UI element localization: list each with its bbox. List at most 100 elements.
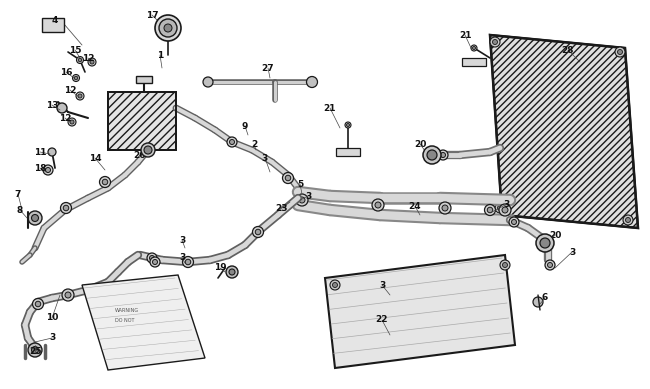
Circle shape (48, 148, 56, 156)
Circle shape (74, 76, 78, 80)
Text: DO NOT: DO NOT (115, 317, 135, 322)
Circle shape (502, 207, 508, 213)
Circle shape (618, 49, 623, 54)
Text: 3: 3 (379, 280, 385, 289)
Circle shape (545, 260, 555, 270)
Text: 22: 22 (376, 315, 388, 324)
Circle shape (77, 56, 83, 63)
Circle shape (73, 75, 79, 82)
Text: 3: 3 (179, 254, 185, 263)
Circle shape (512, 219, 517, 224)
Circle shape (144, 146, 152, 154)
Circle shape (78, 94, 82, 98)
Circle shape (615, 47, 625, 57)
Text: 20: 20 (414, 140, 426, 149)
Circle shape (333, 282, 337, 287)
Circle shape (536, 234, 554, 252)
Bar (462, 58, 486, 66)
Circle shape (65, 292, 71, 298)
Circle shape (533, 297, 543, 307)
Text: 14: 14 (88, 154, 101, 163)
Circle shape (442, 205, 448, 211)
Circle shape (255, 229, 261, 235)
Circle shape (32, 298, 44, 310)
Circle shape (150, 257, 160, 267)
Circle shape (299, 197, 305, 203)
Circle shape (31, 214, 38, 221)
Circle shape (183, 256, 194, 268)
Circle shape (43, 165, 53, 175)
Text: 25: 25 (29, 347, 41, 356)
Circle shape (226, 266, 238, 278)
Text: 3: 3 (179, 235, 185, 245)
Circle shape (229, 140, 235, 144)
Text: 8: 8 (17, 205, 23, 214)
Polygon shape (490, 35, 638, 228)
Circle shape (28, 343, 42, 357)
Text: 27: 27 (262, 63, 274, 72)
Text: 23: 23 (276, 203, 288, 212)
Circle shape (46, 168, 51, 172)
Circle shape (427, 150, 437, 160)
Text: 3: 3 (504, 200, 510, 209)
Circle shape (78, 58, 82, 62)
Text: 11: 11 (34, 147, 46, 156)
Text: WARNING: WARNING (115, 307, 139, 312)
Text: 3: 3 (305, 191, 311, 200)
Circle shape (497, 205, 502, 210)
Circle shape (375, 202, 381, 208)
Circle shape (490, 37, 500, 47)
Bar (42, 18, 64, 32)
Text: 12: 12 (82, 54, 94, 63)
Circle shape (70, 120, 74, 124)
Circle shape (203, 77, 213, 87)
Circle shape (502, 263, 508, 268)
Text: 28: 28 (562, 46, 574, 54)
Circle shape (141, 143, 155, 157)
Circle shape (372, 199, 384, 211)
Text: 9: 9 (242, 121, 248, 130)
Bar (336, 148, 360, 156)
Circle shape (147, 253, 157, 263)
Circle shape (153, 259, 157, 265)
Polygon shape (325, 255, 515, 368)
Circle shape (495, 203, 505, 213)
Text: 10: 10 (46, 314, 58, 322)
Text: 12: 12 (64, 86, 76, 95)
Circle shape (540, 238, 550, 248)
Circle shape (471, 45, 477, 51)
Circle shape (488, 207, 493, 213)
Circle shape (63, 205, 69, 211)
Circle shape (227, 137, 237, 147)
Text: 21: 21 (324, 103, 336, 112)
Circle shape (159, 19, 177, 37)
Circle shape (76, 92, 84, 100)
Circle shape (164, 24, 172, 32)
Circle shape (31, 347, 38, 354)
Circle shape (285, 175, 291, 181)
Circle shape (60, 203, 72, 214)
Text: 17: 17 (146, 11, 159, 19)
Circle shape (423, 146, 441, 164)
Circle shape (330, 280, 340, 290)
Circle shape (90, 60, 94, 64)
Text: 21: 21 (459, 30, 471, 40)
Text: 2: 2 (251, 140, 257, 149)
Circle shape (438, 150, 448, 160)
Text: 5: 5 (297, 179, 303, 189)
Circle shape (500, 260, 510, 270)
Bar (108, 92, 176, 150)
Text: 26: 26 (134, 151, 146, 159)
Circle shape (623, 215, 633, 225)
Text: 1: 1 (157, 51, 163, 60)
Circle shape (439, 202, 451, 214)
Circle shape (229, 269, 235, 275)
Bar (108, 92, 176, 150)
Circle shape (307, 77, 317, 88)
Text: 4: 4 (52, 16, 58, 25)
Circle shape (625, 217, 630, 223)
Circle shape (547, 263, 552, 268)
Text: 24: 24 (409, 202, 421, 210)
Text: 3: 3 (262, 154, 268, 163)
Text: 3: 3 (49, 333, 55, 342)
